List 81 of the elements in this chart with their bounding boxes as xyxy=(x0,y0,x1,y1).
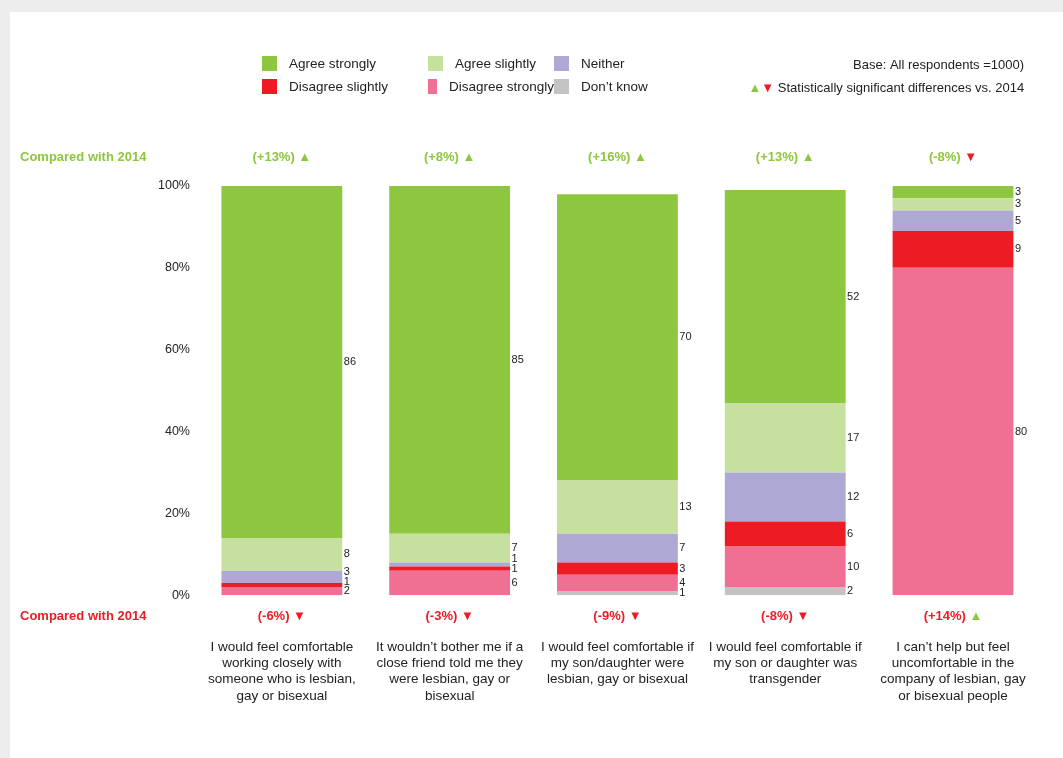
text: (-9%) ▼ xyxy=(593,607,642,623)
bar xyxy=(221,537,343,571)
x-tick-label: I would feel comfortable working closely with someone who is lesbian, gay or bisexual xyxy=(207,639,356,703)
text: (-8%) ▼ xyxy=(761,607,810,623)
y-tick-label: 100% xyxy=(157,178,190,193)
data-label: 6 xyxy=(511,575,518,588)
data-label: 2 xyxy=(847,584,854,597)
x-tick-label: I can’t help but feel uncomfortable in the company of lesbian, gay or bisexual people xyxy=(880,639,1027,703)
bar xyxy=(557,562,678,575)
bar xyxy=(389,562,511,567)
bar xyxy=(892,198,1014,211)
bar xyxy=(221,582,343,588)
data-label: 17 xyxy=(847,430,860,443)
data-label: 70 xyxy=(679,330,692,343)
text: Compared with 2014 xyxy=(20,148,147,164)
data-label: 7 xyxy=(511,541,518,554)
data-label: 6 xyxy=(847,526,854,539)
data-label: 3 xyxy=(1014,197,1022,210)
legend-label: Agree slightly xyxy=(455,56,537,71)
bar xyxy=(221,186,343,538)
bar xyxy=(221,587,343,596)
text: (+16%) ▲ xyxy=(588,148,647,164)
legend-label: Disagree strongly xyxy=(448,79,554,94)
bar xyxy=(892,210,1014,232)
data-label: 7 xyxy=(679,541,686,554)
data-label: 9 xyxy=(1014,242,1022,255)
legend-label: Don’t know xyxy=(581,79,648,94)
text: (-8%) ▼ xyxy=(928,148,978,164)
data-label: 4 xyxy=(679,575,686,588)
y-tick-label: 60% xyxy=(164,342,190,357)
legend-label: Neither xyxy=(581,56,625,71)
bar xyxy=(724,472,846,522)
x-tick-label: It wouldn’t bother me if a close friend told me they were lesbian, gay or bisexual xyxy=(376,639,524,703)
data-label: 13 xyxy=(679,500,692,513)
data-label: 12 xyxy=(847,490,860,503)
text: (-3%) ▼ xyxy=(425,607,474,623)
bar xyxy=(389,533,511,563)
x-tick-label: I would feel comfortable if my son or daughter was transgender xyxy=(708,639,863,687)
text: (+14%) ▲ xyxy=(923,607,983,623)
bar xyxy=(724,521,846,547)
bar xyxy=(557,480,678,534)
data-label: 80 xyxy=(1014,424,1028,437)
x-tick-label: I would feel comfortable if my son/daughter were lesbian, gay or bisexual xyxy=(540,639,695,687)
legend-label: Disagree slightly xyxy=(289,79,389,94)
bar xyxy=(557,533,678,563)
data-label: 52 xyxy=(847,289,860,302)
bar xyxy=(221,570,343,583)
data-label: 3 xyxy=(1014,185,1022,198)
bar xyxy=(724,402,846,473)
y-tick-label: 0% xyxy=(171,587,190,602)
bar xyxy=(892,231,1014,268)
text: Compared with 2014 xyxy=(20,607,147,623)
bar xyxy=(389,186,511,534)
data-label: 8 xyxy=(343,547,350,560)
bar xyxy=(557,194,678,481)
text: ▲▼ Statistically significant differences vs. 2014 xyxy=(748,79,1025,95)
y-tick-label: 80% xyxy=(164,260,190,275)
data-label: 1 xyxy=(679,586,686,599)
bar xyxy=(724,587,846,596)
bar xyxy=(892,267,1014,596)
bar xyxy=(724,190,846,403)
data-label: 86 xyxy=(343,354,357,367)
legend-label: Agree strongly xyxy=(289,56,377,71)
bar xyxy=(557,574,678,592)
data-label: 85 xyxy=(511,352,524,365)
bar xyxy=(557,591,678,596)
bar xyxy=(389,570,511,596)
bar xyxy=(892,186,1014,199)
y-tick-label: 40% xyxy=(164,423,190,438)
data-label: 10 xyxy=(847,559,860,572)
data-label: 2 xyxy=(343,584,350,597)
data-label: 3 xyxy=(679,561,686,574)
bar xyxy=(724,546,846,588)
text: (+13%) ▲ xyxy=(755,148,815,164)
text: (+13%) ▲ xyxy=(252,148,312,164)
data-label: 5 xyxy=(1014,213,1022,226)
text: (+8%) ▲ xyxy=(423,148,476,164)
text: (-6%) ▼ xyxy=(257,607,306,623)
text: Base: All respondents =1000) xyxy=(853,56,1025,72)
bar xyxy=(389,566,511,571)
y-tick-label: 20% xyxy=(164,505,190,520)
